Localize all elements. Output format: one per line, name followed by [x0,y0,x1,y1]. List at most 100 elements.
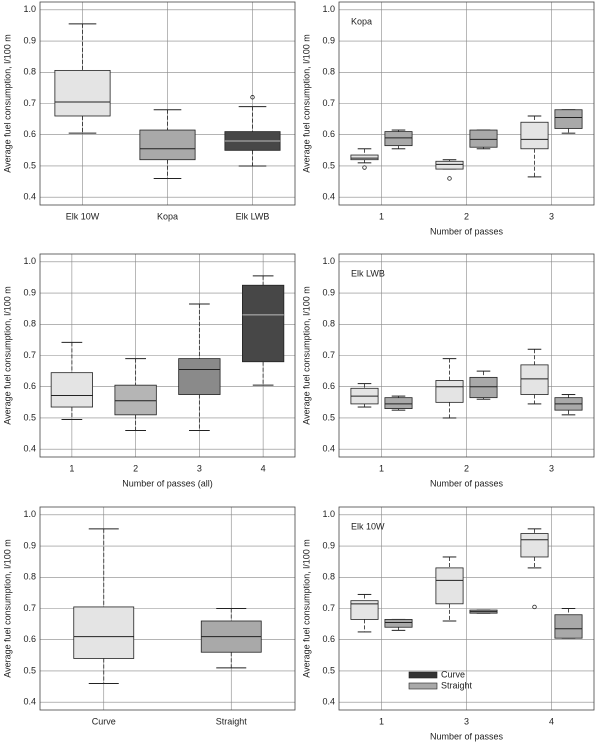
y-tick-label: 0.8 [322,319,335,329]
legend-swatch [408,682,438,690]
box [50,372,93,408]
y-axis-label: Average fuel consumption, l/100 m [2,34,12,172]
outlier [250,95,255,100]
y-tick-label: 1.0 [322,256,335,266]
y-tick-label: 0.6 [23,381,36,391]
y-tick-label: 0.9 [322,35,335,45]
y-tick-label: 0.9 [23,35,36,45]
box [520,364,549,395]
y-tick-label: 0.4 [322,192,335,202]
box [384,131,413,147]
box [435,567,464,605]
y-tick-label: 0.5 [23,665,36,675]
x-tick-label: Straight [216,716,248,726]
y-tick-label: 0.8 [23,572,36,582]
x-tick-label: 4 [261,463,266,473]
y-tick-label: 0.6 [322,634,335,644]
y-axis-label: Average fuel consumption, l/100 m [301,539,311,677]
outlier [362,165,367,170]
y-axis-label: Average fuel consumption, l/100 m [301,286,311,424]
plot-frame [338,506,595,711]
y-tick-label: 0.5 [23,160,36,170]
y-tick-label: 0.9 [322,540,335,550]
box [54,69,111,117]
plot-frame [39,253,296,458]
box [384,619,413,628]
y-tick-label: 0.7 [322,603,335,613]
y-tick-label: 0.7 [23,603,36,613]
panel-title: Kopa [351,16,372,26]
y-tick-label: 0.4 [322,444,335,454]
panel-title: Elk LWB [351,268,385,278]
x-tick-label: 4 [549,716,554,726]
y-tick-label: 0.7 [23,350,36,360]
y-tick-label: 0.6 [23,129,36,139]
y-tick-label: 0.4 [322,697,335,707]
box [114,384,157,416]
x-axis-label: Number of passes [430,478,504,488]
box [178,358,221,395]
y-tick-label: 0.7 [322,350,335,360]
plot-frame [338,1,595,206]
x-axis-label: Number of passes (all) [122,478,213,488]
y-axis-label: Average fuel consumption, l/100 m [2,286,12,424]
x-axis-label: Number of passes [430,226,504,236]
box [73,606,135,659]
y-tick-label: 0.5 [322,160,335,170]
x-axis-label: Number of passes [430,731,504,741]
y-tick-label: 1.0 [23,4,36,14]
y-axis-label: Average fuel consumption, l/100 m [2,539,12,677]
x-tick-label: 3 [197,463,202,473]
x-tick-label: 1 [379,716,384,726]
x-tick-label: 1 [379,463,384,473]
box [384,397,413,409]
box [350,600,379,620]
box [554,109,583,129]
y-tick-label: 0.7 [23,98,36,108]
x-tick-label: 1 [69,463,74,473]
box [435,380,464,403]
x-tick-label: 2 [464,211,469,221]
y-tick-label: 0.6 [322,381,335,391]
legend-swatch [408,671,438,679]
x-tick-label: 1 [379,211,384,221]
legend-label: Straight [441,680,473,690]
y-tick-label: 0.8 [322,67,335,77]
x-tick-label: Kopa [157,211,178,221]
y-tick-label: 1.0 [322,4,335,14]
y-tick-label: 1.0 [23,256,36,266]
legend-label: Curve [441,669,465,679]
y-tick-label: 0.5 [322,412,335,422]
x-tick-label: 3 [549,211,554,221]
x-tick-label: Elk LWB [236,211,270,221]
y-axis-label: Average fuel consumption, l/100 m [301,34,311,172]
y-tick-label: 0.8 [322,572,335,582]
y-tick-label: 0.9 [322,287,335,297]
box [469,129,498,148]
box [520,121,549,150]
box [520,533,549,558]
x-tick-label: 2 [133,463,138,473]
y-tick-label: 1.0 [23,509,36,519]
panel-title: Elk 10W [351,521,385,531]
y-tick-label: 0.6 [23,634,36,644]
x-tick-label: 3 [464,716,469,726]
y-tick-label: 0.7 [322,98,335,108]
y-tick-label: 0.4 [23,444,36,454]
y-tick-label: 0.9 [23,540,36,550]
outlier [447,176,452,181]
y-tick-label: 0.6 [322,129,335,139]
plot-frame [39,506,296,711]
plot-frame [338,253,595,458]
x-tick-label: 3 [549,463,554,473]
box [435,160,464,170]
x-tick-label: Curve [92,716,116,726]
x-tick-label: Elk 10W [66,211,100,221]
box [350,154,379,161]
outlier [532,604,537,610]
box [139,129,196,161]
y-tick-label: 0.4 [23,697,36,707]
y-tick-label: 0.4 [23,192,36,202]
box [469,376,498,399]
